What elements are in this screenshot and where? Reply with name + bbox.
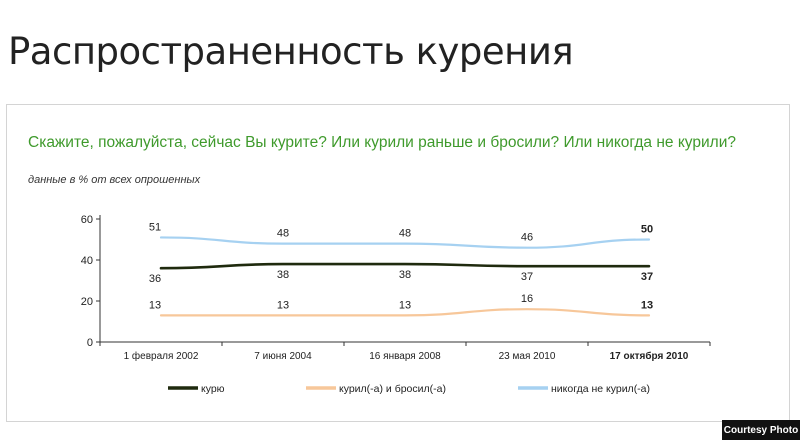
data-label: 13 (149, 299, 161, 311)
y-tick-label: 0 (87, 337, 93, 349)
data-label: 48 (277, 228, 289, 240)
photo-credit: Courtesy Photo (722, 420, 800, 440)
x-tick-label: 16 января 2008 (369, 351, 441, 362)
series-line (159, 236, 651, 249)
data-label: 48 (399, 228, 411, 240)
y-tick-label: 20 (81, 296, 93, 308)
y-tick-label: 40 (81, 255, 93, 267)
data-label: 13 (641, 299, 653, 311)
x-tick-label: 7 июня 2004 (254, 351, 312, 362)
data-label: 51 (149, 221, 161, 233)
legend-label: никогда не курил(-а) (551, 383, 650, 395)
data-label: 13 (277, 299, 289, 311)
legend-label: курил(-а) и бросил(-а) (339, 383, 446, 395)
series-line (159, 262, 651, 270)
data-label: 50 (641, 224, 653, 236)
chart-subtitle: данные в % от всех опрошенных (28, 174, 201, 186)
x-tick-label: 17 октября 2010 (610, 350, 689, 362)
data-label: 38 (277, 269, 289, 281)
data-label: 38 (399, 269, 411, 281)
data-label: 13 (399, 299, 411, 311)
x-tick-label: 23 мая 2010 (499, 351, 556, 362)
data-label: 16 (521, 293, 533, 305)
data-label: 37 (521, 271, 533, 283)
series-line (159, 308, 651, 317)
y-tick-label: 60 (81, 214, 93, 226)
data-label: 46 (521, 232, 533, 244)
chart-title: Скажите, пожалуйста, сейчас Вы курите? И… (28, 134, 736, 151)
page-title: Распространенность курения (8, 30, 574, 73)
data-label: 36 (149, 273, 161, 285)
x-tick-label: 1 февраля 2002 (124, 350, 199, 362)
data-label: 37 (641, 271, 653, 283)
legend-label: курю (201, 383, 225, 395)
